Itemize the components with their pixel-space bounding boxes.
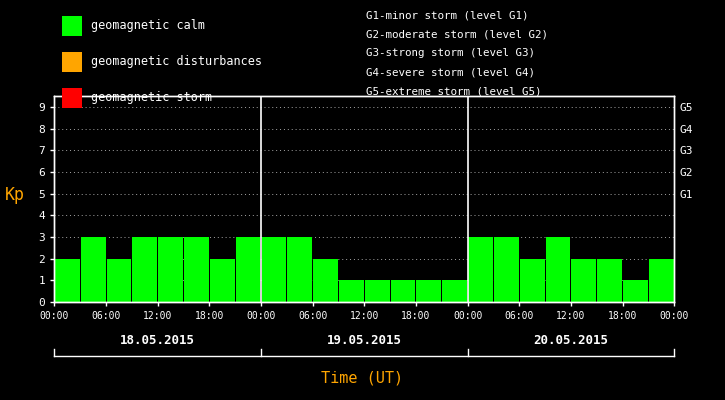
Text: G2-moderate storm (level G2): G2-moderate storm (level G2) <box>366 29 548 39</box>
Text: geomagnetic calm: geomagnetic calm <box>91 20 205 32</box>
Bar <box>339 280 364 302</box>
Bar <box>55 259 80 302</box>
Bar <box>597 259 622 302</box>
Bar <box>107 259 131 302</box>
Bar <box>416 280 442 302</box>
Bar <box>262 237 286 302</box>
Text: Time (UT): Time (UT) <box>321 370 404 386</box>
Bar <box>365 280 389 302</box>
Bar <box>442 280 467 302</box>
Text: 18.05.2015: 18.05.2015 <box>120 334 195 346</box>
Bar <box>80 237 106 302</box>
Bar <box>236 237 260 302</box>
Bar <box>133 237 157 302</box>
Bar <box>313 259 338 302</box>
Bar <box>649 259 674 302</box>
Text: G1-minor storm (level G1): G1-minor storm (level G1) <box>366 10 529 20</box>
Bar <box>520 259 544 302</box>
Text: geomagnetic storm: geomagnetic storm <box>91 92 212 104</box>
Bar <box>468 237 493 302</box>
Bar <box>494 237 519 302</box>
Text: G5-extreme storm (level G5): G5-extreme storm (level G5) <box>366 87 542 97</box>
Text: G3-strong storm (level G3): G3-strong storm (level G3) <box>366 48 535 58</box>
Bar <box>158 237 183 302</box>
Bar <box>287 237 312 302</box>
Bar <box>391 280 415 302</box>
Bar <box>184 237 209 302</box>
Text: Kp: Kp <box>4 186 25 204</box>
Bar <box>623 280 648 302</box>
Bar <box>675 237 700 302</box>
Text: 19.05.2015: 19.05.2015 <box>327 334 402 346</box>
Text: 20.05.2015: 20.05.2015 <box>534 334 608 346</box>
Text: geomagnetic disturbances: geomagnetic disturbances <box>91 56 262 68</box>
Bar <box>571 259 596 302</box>
Bar <box>210 259 235 302</box>
Bar <box>546 237 571 302</box>
Text: G4-severe storm (level G4): G4-severe storm (level G4) <box>366 68 535 78</box>
